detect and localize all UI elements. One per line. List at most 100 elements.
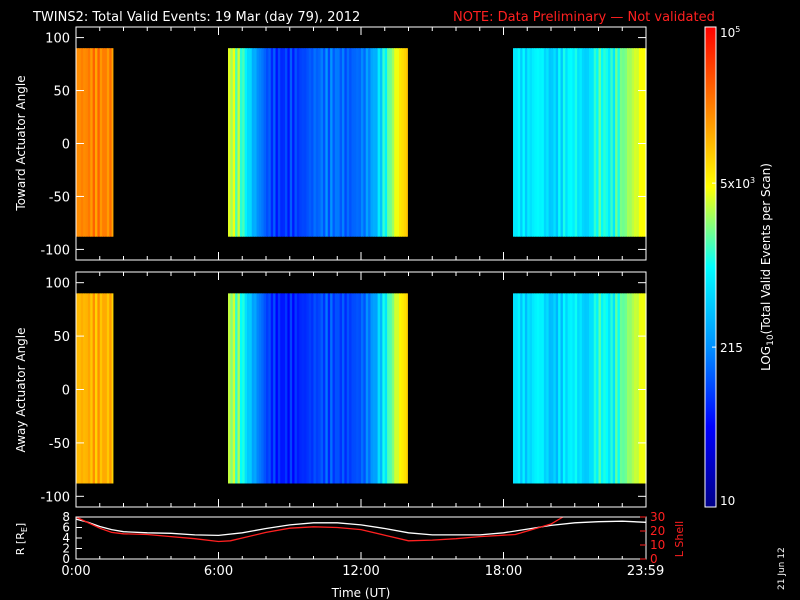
toward-heatmap-column xyxy=(643,48,647,237)
away-heatmap-column xyxy=(104,293,108,484)
r-tick-label: 2 xyxy=(62,542,70,556)
away-heatmap-column xyxy=(242,293,246,484)
away-heatmap-column xyxy=(87,293,91,484)
away-heatmap-column xyxy=(399,293,402,484)
time-tick-label: 0:00 xyxy=(61,564,90,579)
toward-heatmap-column xyxy=(87,48,91,237)
away-heatmap-column xyxy=(517,293,521,484)
toward-heatmap-column xyxy=(520,48,524,237)
away-heatmap-column xyxy=(356,293,360,484)
toward-heatmap-column xyxy=(548,48,552,237)
toward-heatmap-column xyxy=(280,48,284,237)
toward-heatmap-column xyxy=(356,48,360,237)
away-heatmap-column xyxy=(638,293,642,484)
toward-heatmap-column xyxy=(555,48,559,237)
toward-heatmap-column xyxy=(375,48,379,237)
toward-heatmap-column xyxy=(361,48,364,237)
toward-heatmap-column xyxy=(517,48,521,237)
toward-heatmap-column xyxy=(339,48,343,237)
away-heatmap-column xyxy=(85,293,89,484)
toward-heatmap-column xyxy=(106,48,110,237)
toward-heatmap-column xyxy=(591,48,595,237)
toward-heatmap-column xyxy=(76,48,79,237)
toward-heatmap-column xyxy=(562,48,566,237)
colorbar-label: LOG10(Total Valid Events per Scan) xyxy=(759,163,776,371)
toward-heatmap-column xyxy=(377,48,381,237)
away-heatmap-column xyxy=(403,293,407,484)
r-tick-label: 8 xyxy=(62,510,70,524)
toward-heatmap-column xyxy=(372,48,376,237)
away-heatmap-column xyxy=(256,293,260,484)
away-heatmap-column xyxy=(334,293,338,484)
toward-heatmap-column xyxy=(515,48,519,237)
figure-title: TWINS2: Total Valid Events: 19 Mar (day … xyxy=(32,10,360,25)
away-heatmap-column xyxy=(634,293,638,484)
away-heatmap-column xyxy=(266,293,269,484)
away-heatmap-column xyxy=(106,293,110,484)
r-tick-label: 0 xyxy=(62,552,70,566)
toward-heatmap-column xyxy=(598,48,602,237)
toward-heatmap-column xyxy=(261,48,265,237)
away-heatmap-column xyxy=(629,293,633,484)
toward-heatmap-column xyxy=(353,48,357,237)
toward-heatmap-column xyxy=(624,48,628,237)
lshell-axis-label: L Shell xyxy=(673,521,686,557)
toward-heatmap-column xyxy=(622,48,626,237)
toward-heatmap-column xyxy=(351,48,355,237)
toward-heatmap-column xyxy=(605,48,609,237)
toward-heatmap-column xyxy=(282,48,286,237)
toward-heatmap-column xyxy=(391,48,395,237)
away-heatmap-column xyxy=(401,293,405,484)
away-ytick-label: 0 xyxy=(62,384,70,399)
away-heatmap-column xyxy=(289,293,293,484)
away-heatmap-column xyxy=(565,293,569,484)
toward-heatmap-column xyxy=(111,48,114,237)
toward-heatmap-column xyxy=(570,48,573,237)
away-heatmap-column xyxy=(361,293,364,484)
away-heatmap-column xyxy=(247,293,250,484)
toward-heatmap-column xyxy=(536,48,540,237)
away-heatmap-column xyxy=(275,293,279,484)
away-heatmap-column xyxy=(301,293,305,484)
toward-heatmap-column xyxy=(403,48,407,237)
away-heatmap-column xyxy=(534,293,538,484)
away-heatmap-column xyxy=(230,293,234,484)
toward-heatmap-column xyxy=(277,48,281,237)
away-heatmap-column xyxy=(605,293,609,484)
away-heatmap xyxy=(76,293,647,484)
toward-heatmap-column xyxy=(344,48,348,237)
toward-heatmap-column xyxy=(292,48,296,237)
toward-heatmap-column xyxy=(634,48,638,237)
lshell-tick-label: 0 xyxy=(650,552,658,566)
away-heatmap-column xyxy=(584,293,588,484)
toward-heatmap-column xyxy=(80,48,84,237)
toward-heatmap-column xyxy=(589,48,592,237)
toward-heatmap-column xyxy=(232,48,236,237)
away-heatmap-column xyxy=(368,293,372,484)
toward-heatmap-column xyxy=(83,48,87,237)
away-heatmap-column xyxy=(513,293,516,484)
toward-heatmap-column xyxy=(387,48,391,237)
toward-heatmap-column xyxy=(228,48,231,237)
away-heatmap-column xyxy=(277,293,281,484)
away-heatmap-column xyxy=(608,293,611,484)
orbit-lines xyxy=(75,516,647,543)
time-tick-label: 12:00 xyxy=(342,564,379,579)
colorbar-tick-label: 215 xyxy=(720,341,743,355)
away-heatmap-column xyxy=(394,293,398,484)
toward-heatmap-column xyxy=(90,48,94,237)
toward-heatmap-column xyxy=(636,48,640,237)
toward-heatmap-column xyxy=(584,48,588,237)
toward-heatmap-column xyxy=(99,48,103,237)
toward-heatmap-column xyxy=(370,48,374,237)
away-heatmap-column xyxy=(615,293,619,484)
toward-heatmap-column xyxy=(534,48,538,237)
away-heatmap-column xyxy=(337,293,341,484)
away-heatmap-column xyxy=(95,293,98,484)
away-heatmap-column xyxy=(567,293,571,484)
toward-heatmap-column xyxy=(102,48,106,237)
toward-heatmap-column xyxy=(244,48,248,237)
toward-heatmap-column xyxy=(97,48,101,237)
away-heatmap-column xyxy=(292,293,296,484)
